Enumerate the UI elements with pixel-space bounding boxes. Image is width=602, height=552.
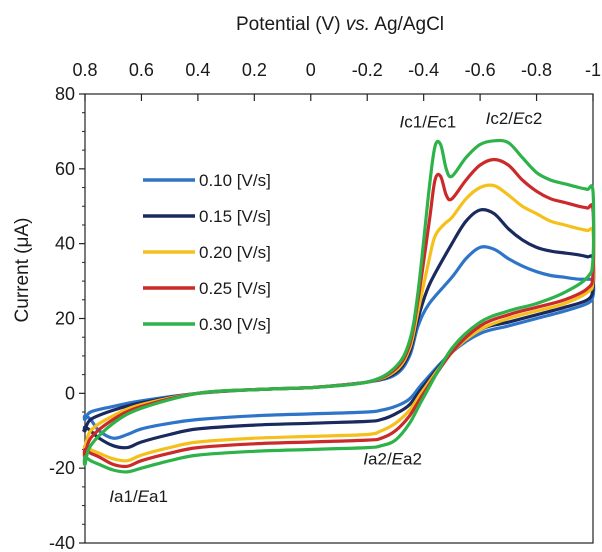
- y-axis-title: Current (μA): [12, 218, 33, 323]
- y-tick-label: 40: [55, 234, 75, 254]
- y-axis-ticks: -40 -20 0 20 40 60 80: [49, 84, 85, 552]
- y-tick-label: 20: [55, 309, 75, 329]
- legend: 0.10 [V/s] 0.15 [V/s] 0.20 [V/s] 0.25 [V/s]…: [143, 171, 271, 334]
- x-tick-label: -0.8: [521, 60, 552, 80]
- x-tick-label: -0.2: [352, 60, 383, 80]
- x-tick-label: -0.4: [408, 60, 439, 80]
- x-tick-label: 0.6: [129, 60, 154, 80]
- annotation-ic2: Ic2/Ec2: [486, 109, 543, 128]
- y-tick-label: 60: [55, 159, 75, 179]
- series-line-3: [82, 183, 596, 463]
- x-axis-title: Potential (V) vs. Ag/AgCl: [236, 14, 444, 35]
- x-tick-label: 0.4: [185, 60, 210, 80]
- peak-annotations: Ic1/Ec1 Ic2/Ec2 Ia1/Ea1 Ia2/Ea2: [109, 109, 542, 506]
- x-tick-label: -0.6: [465, 60, 496, 80]
- x-tick-label: 0: [306, 60, 316, 80]
- legend-label: 0.25 [V/s]: [199, 279, 271, 298]
- legend-label: 0.15 [V/s]: [199, 207, 271, 226]
- series-line-4: [82, 157, 596, 469]
- y-tick-label: 0: [65, 383, 75, 403]
- y-tick-label: 80: [55, 84, 75, 104]
- legend-label: 0.30 [V/s]: [199, 315, 271, 334]
- annotation-ia1: Ia1/Ea1: [109, 487, 168, 506]
- series-line-5: [82, 138, 596, 474]
- annotation-ic1: Ic1/Ec1: [400, 113, 457, 132]
- legend-label: 0.20 [V/s]: [199, 243, 271, 262]
- x-axis-ticks: 0.8 0.6 0.4 0.2 0 -0.2 -0.4 -0.6 -0.8 -1: [72, 60, 601, 101]
- legend-label: 0.10 [V/s]: [199, 171, 271, 190]
- series-line-1: [82, 245, 596, 440]
- annotation-ia2: Ia2/Ea2: [363, 449, 422, 468]
- y-tick-label: -20: [49, 458, 75, 478]
- x-tick-label: 0.8: [72, 60, 97, 80]
- x-tick-label: -1: [585, 60, 601, 80]
- x-tick-label: 0.2: [242, 60, 267, 80]
- y-tick-label: -40: [49, 533, 75, 552]
- data-series-group: [82, 138, 596, 474]
